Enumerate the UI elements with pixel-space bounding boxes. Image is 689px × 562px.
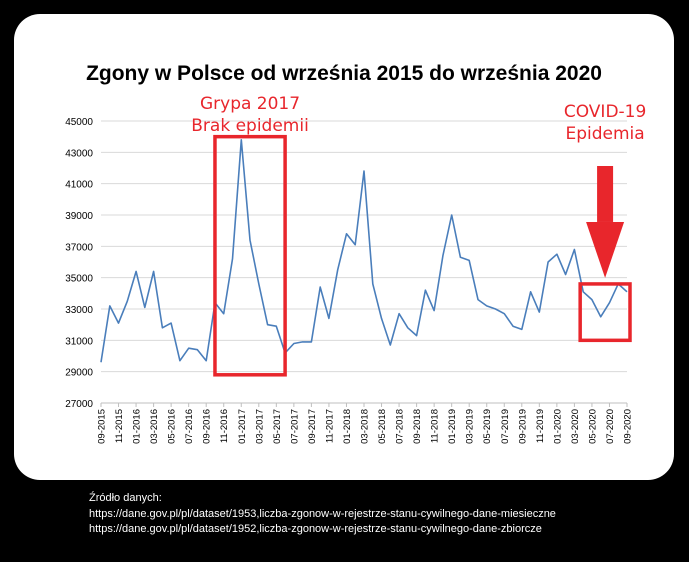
x-tick-label: 11-2017 (324, 409, 335, 443)
x-tick-label: 07-2020 (605, 409, 616, 444)
x-tick-label: 07-2017 (289, 409, 300, 444)
x-tick-label: 01-2018 (342, 409, 353, 444)
annotation-box (213, 134, 287, 377)
x-tick-label: 09-2015 (97, 409, 108, 444)
annotation-text: Epidemia (565, 124, 644, 144)
data-source-note: Źródło danych: https://dane.gov.pl/pl/da… (89, 491, 556, 538)
x-tick-label: 03-2016 (149, 409, 160, 444)
annotation-text: Grypa 2017 (200, 94, 300, 114)
arrow-shaft (597, 166, 614, 222)
line-chart: Zgony w Polsce od września 2015 do wrześ… (65, 62, 646, 444)
x-tick-label: 11-2018 (430, 409, 441, 443)
y-tick-label: 33000 (65, 305, 93, 316)
x-tick-label: 01-2016 (132, 409, 143, 444)
x-tick-label: 11-2015 (114, 409, 125, 443)
y-tick-label: 39000 (65, 211, 93, 222)
x-tick-label: 05-2020 (587, 409, 598, 444)
arrow-head (586, 221, 625, 278)
y-tick-label: 43000 (65, 148, 93, 159)
x-tick-label: 03-2019 (465, 409, 476, 444)
chart-card: Zgony w Polsce od września 2015 do wrześ… (14, 14, 674, 480)
annotation-text: COVID-19 (564, 102, 646, 122)
x-tick-label: 01-2017 (237, 409, 248, 444)
y-tick-label: 45000 (65, 117, 93, 128)
x-tick-label: 11-2019 (535, 409, 546, 443)
y-tick-label: 41000 (65, 180, 93, 191)
source-link-aggregate[interactable]: https://dane.gov.pl/pl/dataset/1952,licz… (89, 523, 542, 535)
y-axis-tick-labels: 27000 29000 31000 33000 35000 37000 39000 41000… (65, 117, 93, 410)
annotation-box (578, 282, 632, 343)
source-link-monthly[interactable]: https://dane.gov.pl/pl/dataset/1953,licz… (89, 507, 556, 520)
x-tick-label: 07-2019 (500, 409, 511, 444)
chart-title: Zgony w Polsce od września 2015 do wrześ… (86, 62, 602, 85)
x-tick-label: 01-2019 (447, 409, 458, 444)
x-tick-label: 05-2016 (167, 409, 178, 444)
x-tick-label: 09-2017 (307, 409, 318, 444)
y-tick-label: 37000 (65, 242, 93, 253)
y-tick-label: 31000 (65, 336, 93, 347)
x-tick-label: 11-2016 (219, 409, 230, 443)
x-tick-label: 03-2020 (570, 409, 581, 444)
x-tick-label: 01-2020 (552, 409, 563, 444)
deaths-series-line (100, 139, 628, 363)
x-tick-label: 07-2016 (184, 409, 195, 444)
x-tick-label: 05-2018 (377, 409, 388, 444)
x-tick-label: 09-2019 (517, 409, 528, 444)
y-tick-label: 35000 (65, 274, 93, 285)
annotation-text: Brak epidemii (191, 116, 309, 136)
y-tick-label: 29000 (65, 368, 93, 379)
x-tick-label: 03-2018 (360, 409, 371, 444)
x-tick-label: 05-2017 (272, 409, 283, 444)
series-line (100, 139, 628, 363)
y-tick-label: 27000 (65, 399, 93, 410)
x-axis-tick-labels: 09-2015 11-2015 01-2016 03-2016 05-2016 07-20… (97, 403, 634, 444)
x-tick-label: 03-2017 (254, 409, 265, 444)
x-tick-label: 07-2018 (395, 409, 406, 444)
x-tick-label: 09-2016 (202, 409, 213, 444)
source-label: Źródło danych: (89, 492, 162, 504)
x-tick-label: 09-2018 (412, 409, 423, 444)
x-tick-label: 09-2020 (623, 409, 634, 444)
x-tick-label: 05-2019 (482, 409, 493, 444)
